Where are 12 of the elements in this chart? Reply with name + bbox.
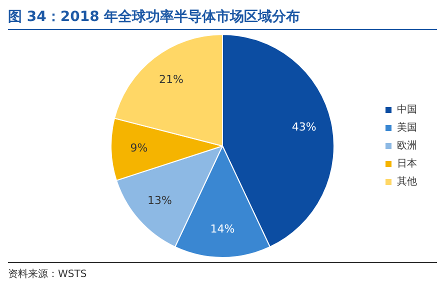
data-label: 13% (148, 194, 172, 208)
legend-label: 其他 (397, 176, 417, 188)
legend-label: 日本 (397, 158, 417, 170)
legend-label: 中国 (397, 104, 417, 116)
data-label: 43% (292, 120, 316, 134)
chart-title: 图 34：2018 年全球功率半导体市场区域分布 (8, 8, 437, 30)
data-label: 21% (159, 72, 184, 86)
text: 资料来源：WSTS (8, 268, 88, 281)
data-label: 9% (130, 141, 148, 154)
legend-label: 美国 (397, 122, 417, 134)
legend-label: 欧洲 (397, 140, 417, 152)
data-label: 14% (210, 222, 235, 236)
